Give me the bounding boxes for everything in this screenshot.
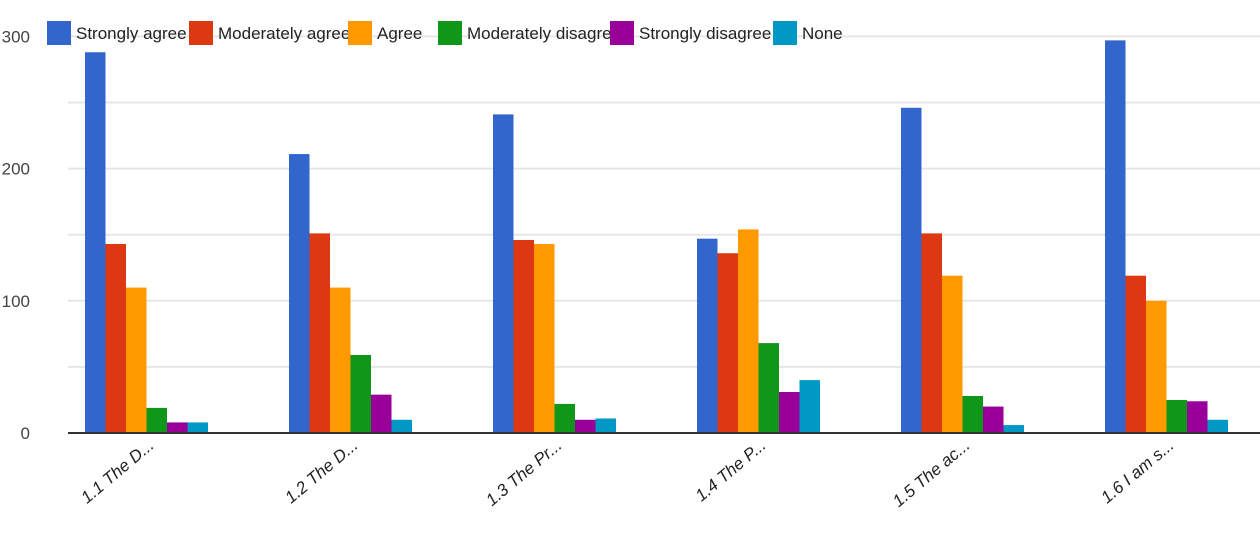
bar[interactable] (105, 243, 127, 433)
bar[interactable] (758, 343, 780, 433)
bar[interactable] (983, 406, 1004, 433)
legend-label: Agree (377, 24, 422, 43)
legend-item[interactable]: Strongly agree (47, 21, 187, 45)
bar[interactable] (921, 233, 943, 433)
bar[interactable] (717, 253, 739, 433)
bar[interactable] (1003, 425, 1025, 433)
bar[interactable] (697, 238, 718, 433)
x-category-label: 1.1 The D... (77, 436, 157, 508)
y-tick-label: 0 (21, 424, 30, 443)
legend-swatch (348, 21, 372, 45)
x-category-label: 1.6 I am s... (1097, 436, 1177, 508)
legend-label: Strongly disagree (639, 24, 771, 43)
bar[interactable] (330, 287, 351, 433)
y-axis-ticks: 0 100 200 300 (2, 27, 30, 443)
legend-label: Moderately agree (218, 24, 350, 43)
bar[interactable] (1207, 419, 1229, 433)
legend-item[interactable]: Moderately disagree (438, 21, 621, 45)
x-category-label: 1.3 The Pr... (482, 436, 565, 510)
bar[interactable] (371, 394, 392, 433)
bar[interactable] (1105, 40, 1126, 434)
y-tick-label: 200 (2, 160, 30, 179)
bar[interactable] (350, 355, 372, 433)
y-tick-label: 100 (2, 292, 30, 311)
bar[interactable] (289, 154, 310, 434)
y-tick-label: 300 (2, 27, 30, 46)
bars (85, 40, 1229, 434)
legend-swatch (47, 21, 71, 45)
legend[interactable]: Strongly agree Moderately agree Agree Moder… (47, 21, 843, 45)
x-category-label: 1.2 The D... (281, 436, 361, 508)
legend-item[interactable]: Strongly disagree (610, 21, 771, 45)
x-axis-labels: 1.1 The D... 1.2 The D... 1.3 The Pr... 1.4… (77, 436, 1177, 511)
legend-item[interactable]: None (773, 21, 843, 45)
bar[interactable] (1166, 399, 1188, 433)
bar[interactable] (779, 392, 800, 433)
legend-swatch (773, 21, 797, 45)
bar[interactable] (1125, 275, 1147, 433)
bar[interactable] (942, 275, 963, 433)
bar[interactable] (493, 114, 514, 433)
bar[interactable] (534, 243, 555, 433)
bar[interactable] (146, 407, 168, 433)
bar[interactable] (391, 419, 413, 433)
legend-swatch (610, 21, 634, 45)
legend-label: None (802, 24, 843, 43)
legend-label: Moderately disagree (467, 24, 621, 43)
bar[interactable] (126, 287, 147, 433)
bar[interactable] (1187, 401, 1208, 433)
bar[interactable] (513, 239, 535, 433)
x-category-label: 1.4 The P... (692, 436, 770, 506)
bar[interactable] (1146, 300, 1167, 433)
bar[interactable] (962, 395, 984, 433)
bar[interactable] (738, 229, 759, 433)
legend-item[interactable]: Agree (348, 21, 422, 45)
bar[interactable] (595, 418, 617, 433)
legend-item[interactable]: Moderately agree (189, 21, 350, 45)
bar[interactable] (187, 422, 209, 433)
legend-swatch (189, 21, 213, 45)
x-category-label: 1.5 The ac... (889, 436, 974, 511)
bar[interactable] (85, 52, 106, 433)
bar[interactable] (167, 422, 188, 433)
bar[interactable] (575, 419, 596, 433)
bar[interactable] (309, 233, 331, 433)
legend-swatch (438, 21, 462, 45)
bar[interactable] (901, 107, 922, 434)
bar[interactable] (799, 380, 821, 433)
grid-layer (68, 35, 1260, 368)
legend-label: Strongly agree (76, 24, 187, 43)
bar[interactable] (554, 403, 576, 433)
